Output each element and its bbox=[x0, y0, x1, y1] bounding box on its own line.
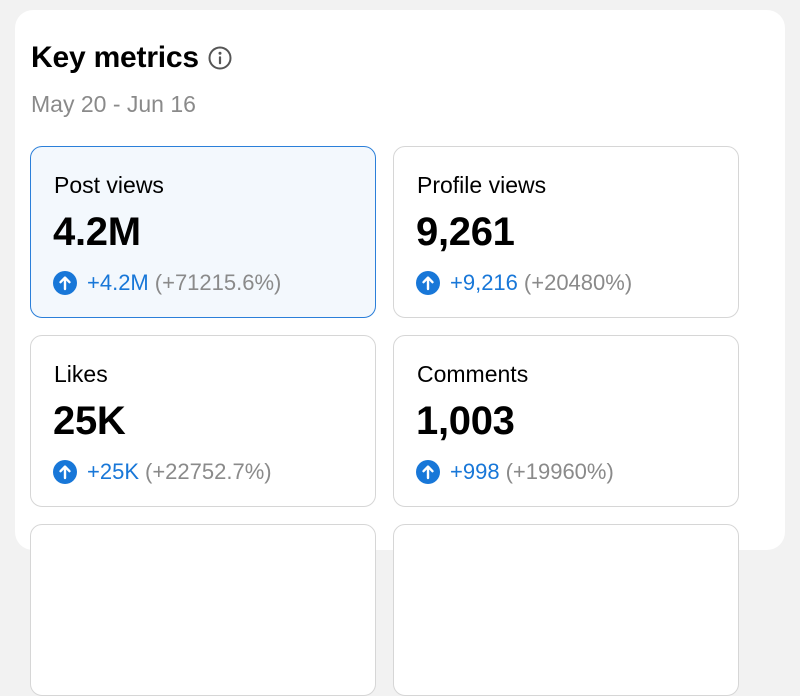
metric-value: 1,003 bbox=[416, 399, 515, 443]
delta-absolute: +9,216 bbox=[450, 270, 518, 295]
arrow-up-circle-icon bbox=[53, 460, 77, 484]
delta-percent: (+20480%) bbox=[523, 270, 633, 295]
key-metrics-header: Key metrics May 20 - Jun 16 bbox=[31, 40, 233, 118]
metric-card-profile-views[interactable]: Profile views 9,261 +9,216 (+20480%) bbox=[393, 146, 739, 318]
metric-card-post-views[interactable]: Post views 4.2M +4.2M (+71215.6%) bbox=[30, 146, 376, 318]
delta-percent: (+71215.6%) bbox=[154, 270, 282, 295]
metric-delta: +4.2M (+71215.6%) bbox=[53, 269, 281, 297]
arrow-up-circle-icon bbox=[53, 271, 77, 295]
metric-value: 9,261 bbox=[416, 210, 515, 254]
metric-label: Comments bbox=[417, 361, 529, 387]
delta-absolute: +998 bbox=[450, 459, 500, 484]
delta-percent: (+22752.7%) bbox=[145, 459, 272, 484]
metric-card-comments[interactable]: Comments 1,003 +998 (+19960%) bbox=[393, 335, 739, 507]
delta-absolute: +4.2M bbox=[87, 270, 149, 295]
delta-percent: (+19960%) bbox=[505, 459, 614, 484]
metric-delta: +25K (+22752.7%) bbox=[53, 458, 272, 486]
date-range: May 20 - Jun 16 bbox=[31, 91, 196, 117]
metric-label: Profile views bbox=[417, 172, 547, 198]
page-title: Key metrics bbox=[31, 41, 199, 74]
arrow-up-circle-icon bbox=[416, 271, 440, 295]
metric-value: 25K bbox=[53, 399, 126, 443]
info-icon[interactable] bbox=[207, 45, 233, 71]
metric-label: Likes bbox=[54, 361, 108, 387]
arrow-up-circle-icon bbox=[416, 460, 440, 484]
metric-value: 4.2M bbox=[53, 210, 141, 254]
metric-delta: +998 (+19960%) bbox=[416, 458, 614, 486]
metric-card-likes[interactable]: Likes 25K +25K (+22752.7%) bbox=[30, 335, 376, 507]
delta-absolute: +25K bbox=[87, 459, 139, 484]
title-row: Key metrics bbox=[31, 40, 233, 76]
metric-card-partial[interactable] bbox=[393, 524, 739, 696]
metric-label: Post views bbox=[54, 172, 164, 198]
metric-card-partial[interactable] bbox=[30, 524, 376, 696]
metric-delta: +9,216 (+20480%) bbox=[416, 269, 632, 297]
